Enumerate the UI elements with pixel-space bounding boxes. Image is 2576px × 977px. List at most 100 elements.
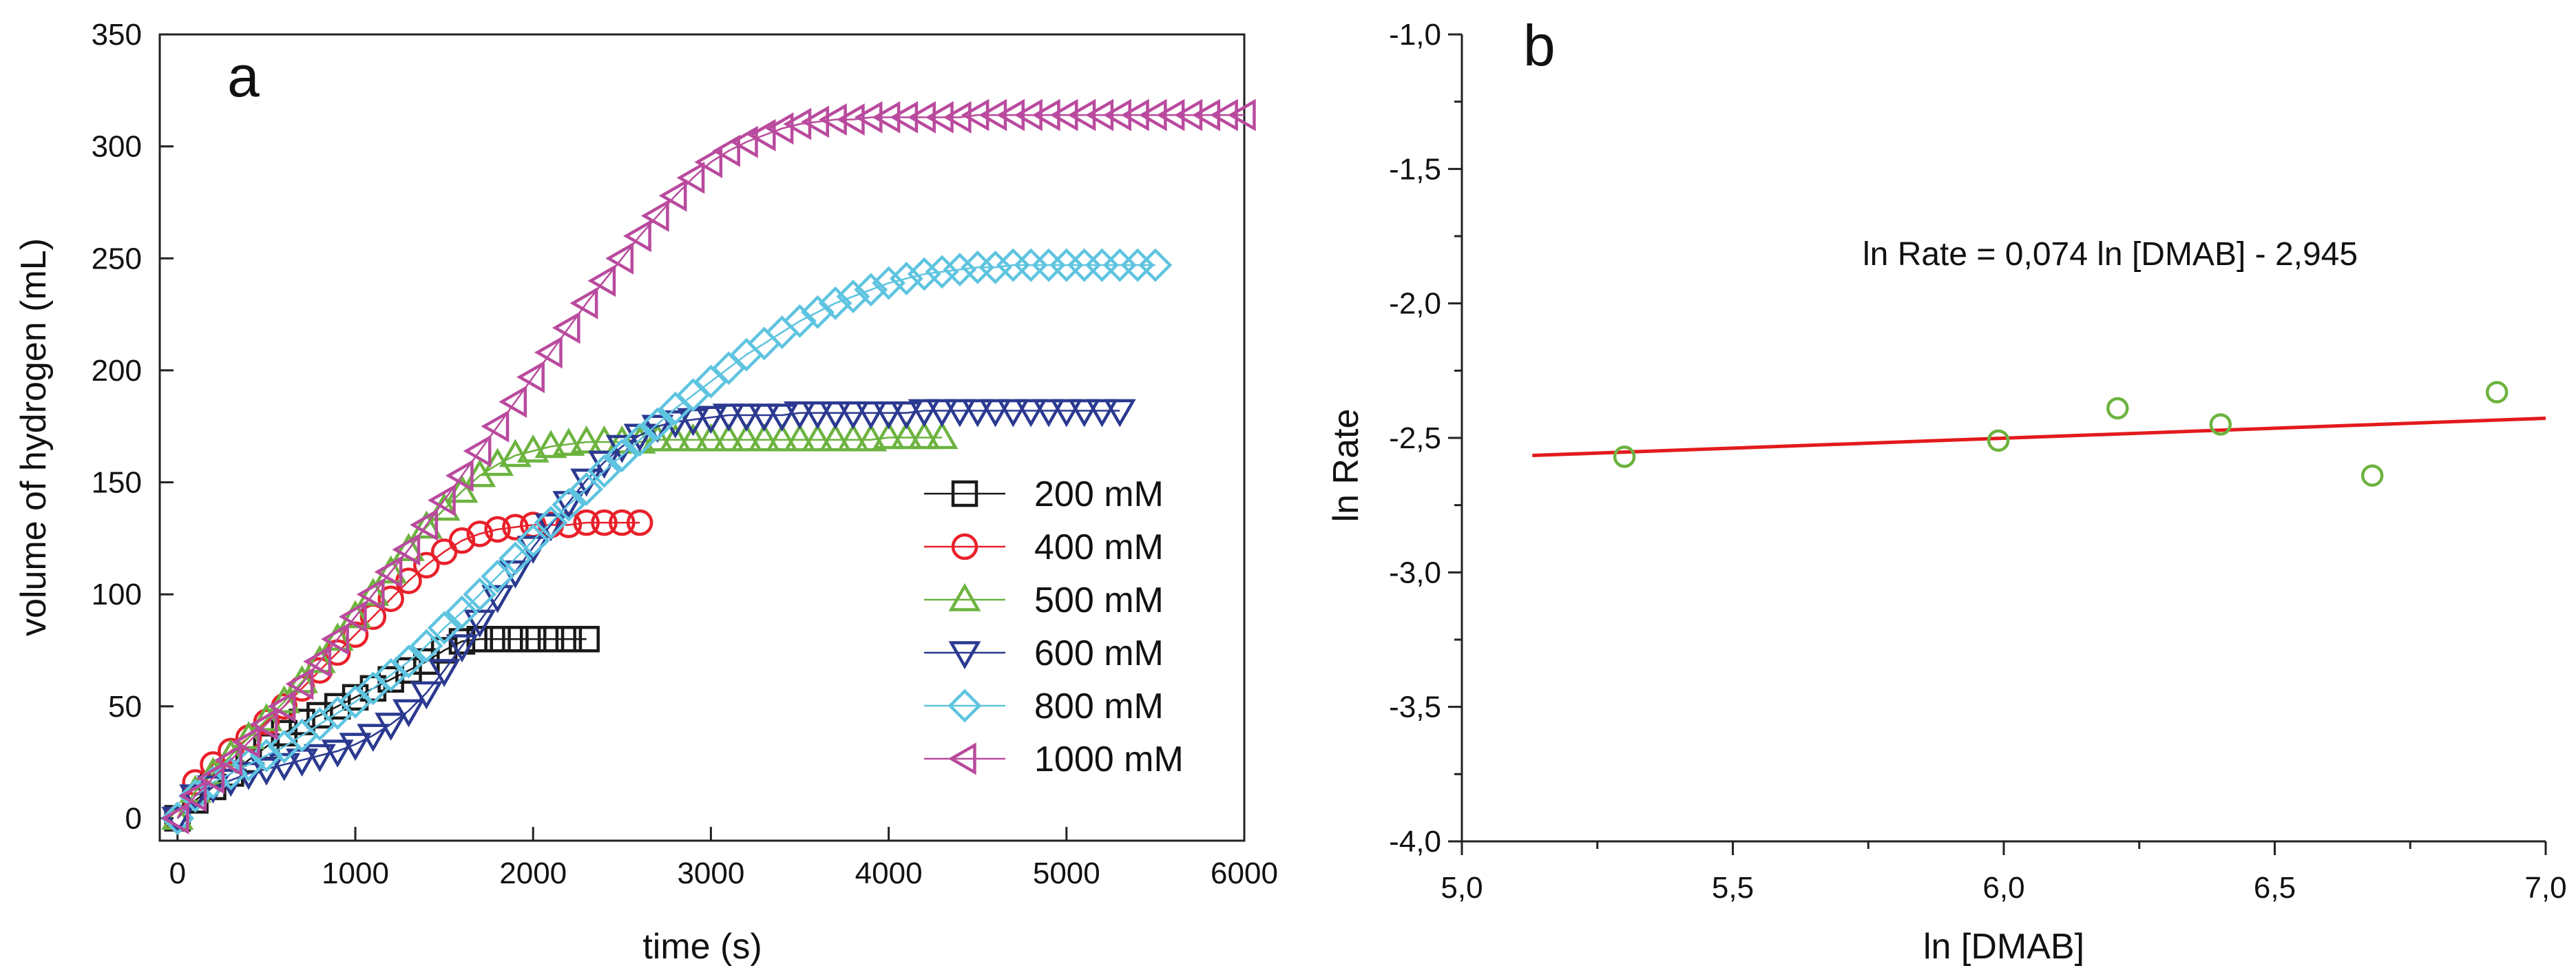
data-point [729, 125, 758, 158]
data-point [587, 264, 616, 297]
legend-item: 600 mM [924, 633, 1164, 673]
series-600-mm [161, 399, 1136, 835]
b-xtick-label: 7,0 [2524, 871, 2566, 905]
data-point [622, 423, 657, 457]
data-point [1103, 399, 1136, 428]
data-point [410, 510, 443, 539]
data-point [609, 509, 636, 536]
b-xtick-label: 6,0 [1982, 871, 2024, 905]
data-point [658, 179, 687, 212]
data-point [502, 514, 529, 540]
legend-label: 500 mM [1034, 580, 1164, 620]
fit-equation: ln Rate = 0,074 ln [DMAB] - 2,945 [1863, 236, 2358, 273]
data-point [907, 257, 941, 291]
panel-a-ylabel: volume of hydrogen (mL) [14, 238, 54, 636]
data-point [481, 559, 515, 593]
b-ytick-label: -3,5 [1389, 691, 1441, 724]
data-point [712, 403, 745, 432]
panel-b-ticks: 5,0 5,5 6,0 6,5 7,0 -4,0 -3,5 -3,0 -2,5 -2,0 -1,5 -… [1389, 18, 2566, 905]
data-point [534, 505, 568, 540]
a-xtick-label: 4000 [855, 857, 923, 890]
data-point [377, 585, 404, 612]
data-point [321, 739, 354, 768]
data-point [890, 401, 923, 430]
data-point [534, 336, 563, 369]
series-line [176, 638, 587, 819]
data-point [569, 472, 604, 506]
data-point [836, 280, 870, 314]
legend-label: 1000 mM [1034, 739, 1184, 779]
a-xtick-label: 6000 [1211, 857, 1278, 890]
data-point [943, 253, 977, 286]
data-point [872, 401, 905, 430]
data-point [552, 487, 586, 522]
legend-marker [951, 533, 978, 560]
data-point [694, 423, 727, 452]
b-xtick-label: 6,5 [2254, 871, 2296, 905]
data-point [267, 690, 296, 723]
data-point [289, 708, 315, 735]
a-xtick-label: 2000 [499, 857, 567, 890]
data-point [445, 459, 474, 492]
data-point [747, 118, 776, 151]
b-ytick-label: -3,0 [1389, 556, 1441, 589]
data-point [837, 423, 870, 452]
data-point [552, 491, 585, 519]
data-point [748, 423, 781, 452]
data-point [784, 423, 816, 452]
panel-a-label: a [227, 44, 260, 109]
data-point [427, 611, 461, 645]
legend-label: 600 mM [1034, 633, 1164, 673]
data-point [908, 399, 941, 428]
data-point [250, 757, 283, 786]
data-point [268, 685, 301, 714]
panel-a-xlabel: time (s) [642, 927, 762, 967]
legend-marker [947, 742, 976, 775]
data-point [161, 806, 194, 835]
a-xtick-label: 5000 [1033, 857, 1100, 890]
a-ytick-label: 200 [92, 354, 142, 388]
data-point [1156, 98, 1185, 132]
data-point [428, 484, 456, 517]
data-point [1174, 98, 1203, 132]
data-point [1210, 98, 1238, 132]
data-point [481, 410, 510, 443]
data-point [555, 626, 583, 653]
data-point [1067, 98, 1096, 132]
data-point [445, 595, 479, 629]
data-point [1121, 98, 1149, 132]
data-point [428, 659, 461, 687]
b-xtick-label: 5,0 [1441, 871, 1483, 905]
data-point [819, 423, 852, 452]
legend-marker [948, 582, 981, 611]
data-point [573, 626, 600, 653]
legend-item: 800 mM [924, 686, 1164, 726]
data-point [534, 513, 567, 542]
panel-a-series [160, 98, 1256, 835]
legend-marker [947, 689, 982, 723]
data-point [285, 667, 314, 700]
data-point [1049, 98, 1078, 132]
legend-label: 200 mM [1034, 474, 1164, 514]
data-point [623, 220, 651, 253]
data-point [908, 421, 941, 450]
data-point [410, 681, 443, 710]
data-point [605, 425, 638, 454]
data-point [392, 533, 425, 561]
data-point [766, 423, 799, 452]
data-point [413, 551, 440, 579]
data-point [2106, 397, 2129, 420]
legend-marker [951, 480, 978, 507]
data-point [783, 304, 817, 338]
data-point [801, 401, 834, 430]
data-point [2209, 413, 2232, 436]
data-point [374, 556, 403, 589]
data-point [676, 161, 705, 194]
data-point [359, 675, 387, 702]
data-point [978, 250, 1012, 284]
data-point [819, 103, 847, 136]
data-point [392, 699, 425, 728]
data-point [641, 414, 674, 443]
legend-item: 500 mM [924, 580, 1164, 620]
